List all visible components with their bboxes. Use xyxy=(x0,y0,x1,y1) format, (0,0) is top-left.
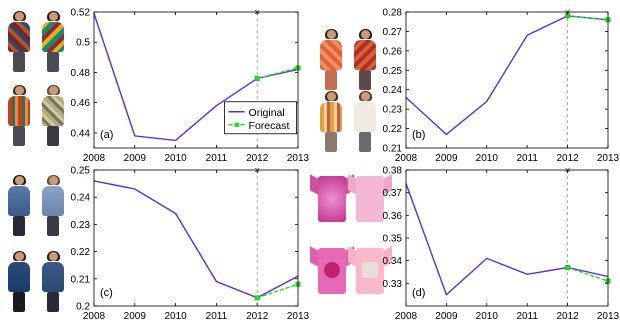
garment-image xyxy=(6,85,32,148)
forecast-point xyxy=(254,295,260,301)
x-tick-label: 2011 xyxy=(516,311,538,322)
x-tick-label: 2009 xyxy=(124,311,147,322)
x-tick-label: 2010 xyxy=(164,311,187,322)
y-tick-label: 0.34 xyxy=(383,256,403,267)
x-tick-label: 2013 xyxy=(597,153,620,164)
x-tick-label: 2010 xyxy=(476,311,499,322)
x-tick-label: 2010 xyxy=(164,153,187,164)
garment-image xyxy=(348,246,392,294)
y-tick-label: 0.2 xyxy=(76,302,90,313)
x-tick-label: 2008 xyxy=(395,311,418,322)
x-tick-label: 2008 xyxy=(83,311,106,322)
garment-image xyxy=(6,11,32,74)
y-tick-label: 0.26 xyxy=(383,46,403,57)
y-tick-label: 0.21 xyxy=(71,274,91,285)
x-tick-label: 2012 xyxy=(556,311,579,322)
series-line-forecast xyxy=(256,283,299,299)
garment-image xyxy=(318,91,344,154)
garment-image xyxy=(348,174,392,222)
garment-image xyxy=(352,29,378,92)
garment-thumbnails-c xyxy=(4,172,74,320)
x-tick-label: 2012 xyxy=(556,153,579,164)
y-tick-label: 0.24 xyxy=(383,85,403,96)
y-tick-label: 0.21 xyxy=(383,144,403,155)
forecast-point xyxy=(254,76,260,81)
panel-label: (b) xyxy=(412,129,425,141)
x-tick-label: 2012 xyxy=(246,311,269,322)
chart-c: 2008 2009 2010 2011 2012 2013 0.2 0.21 0.22 0.23 0… xyxy=(71,166,310,323)
y-tick-label: 0.27 xyxy=(383,27,403,38)
x-tick-label: 2011 xyxy=(206,153,228,164)
x-tick-label: 2009 xyxy=(435,311,458,322)
garment-thumbnails-b xyxy=(316,8,386,152)
garment-image xyxy=(40,11,66,74)
x-tick-label: 2013 xyxy=(597,311,620,322)
x-tick-label: 2009 xyxy=(124,153,147,164)
y-tick-label: 0.36 xyxy=(383,211,403,222)
garment-image xyxy=(352,91,378,154)
garment-image xyxy=(6,251,32,314)
y-tick-label: 0.23 xyxy=(383,105,403,116)
x-tick-label: 2012 xyxy=(246,153,269,164)
y-tick-label: 0.44 xyxy=(71,128,91,139)
y-tick-label: 0.22 xyxy=(71,247,91,258)
plot-frame xyxy=(93,11,299,149)
x-tick-label: 2011 xyxy=(206,311,228,322)
garment-image xyxy=(40,85,66,148)
series-line-original xyxy=(93,180,299,299)
series-line-forecast xyxy=(567,266,609,282)
garment-image xyxy=(310,246,354,294)
garment-thumbnails-d xyxy=(308,172,392,320)
legend-marker xyxy=(234,122,239,127)
panel-label: (c) xyxy=(100,287,113,299)
x-tick-label: 2011 xyxy=(516,153,538,164)
y-tick-label: 0.5 xyxy=(76,38,90,49)
x-tick-label: 2013 xyxy=(287,153,310,164)
panel-label: (a) xyxy=(100,129,113,141)
x-tick-label: 2010 xyxy=(476,153,499,164)
garment-image xyxy=(310,174,354,222)
panel-label: (d) xyxy=(412,287,425,299)
series-line-original xyxy=(405,15,609,136)
plot-frame xyxy=(405,11,609,149)
garment-image xyxy=(6,175,32,238)
y-tick-label: 0.24 xyxy=(71,193,91,204)
y-tick-label: 0.28 xyxy=(383,8,403,19)
plot-frame xyxy=(405,169,609,307)
y-tick-label: 0.33 xyxy=(383,279,403,290)
chart-a: 2008 2009 2010 2011 2012 2013 0.44 0.46 0.48 0.5 0… xyxy=(71,8,310,165)
legend-label: Original xyxy=(249,107,285,119)
garment-image xyxy=(318,29,344,92)
series-line-forecast xyxy=(567,15,609,21)
chart-d: 2008 2009 2010 2011 2012 2013 0.33 0.34 0.35 0.36… xyxy=(383,166,620,323)
plot-frame xyxy=(93,169,299,307)
y-tick-label: 0.25 xyxy=(383,66,403,77)
forecast-point xyxy=(565,265,571,270)
x-tick-label: 2008 xyxy=(395,153,418,164)
garment-thumbnails-a xyxy=(4,8,74,152)
garment-image xyxy=(40,175,66,238)
y-tick-label: 0.38 xyxy=(383,166,403,177)
x-tick-label: 2013 xyxy=(287,311,310,322)
y-tick-label: 0.37 xyxy=(383,188,403,199)
y-tick-label: 0.35 xyxy=(383,234,403,245)
y-tick-label: 0.23 xyxy=(71,220,91,231)
x-tick-label: 2009 xyxy=(435,153,458,164)
series-line-original xyxy=(405,183,609,296)
y-tick-label: 0.52 xyxy=(71,8,91,19)
series-line-forecast xyxy=(257,67,299,80)
x-tick-label: 2008 xyxy=(83,153,106,164)
y-tick-label: 0.48 xyxy=(71,68,91,79)
y-tick-label: 0.46 xyxy=(71,98,91,109)
chart-b: 2008 2009 2010 2011 2012 2013 0.21 0.22 0.23 0.24… xyxy=(383,8,620,165)
y-tick-label: 0.25 xyxy=(71,166,91,177)
garment-image xyxy=(40,251,66,314)
legend-box xyxy=(224,101,297,135)
legend-label: Forecast xyxy=(249,120,290,132)
y-tick-label: 0.22 xyxy=(383,124,403,135)
